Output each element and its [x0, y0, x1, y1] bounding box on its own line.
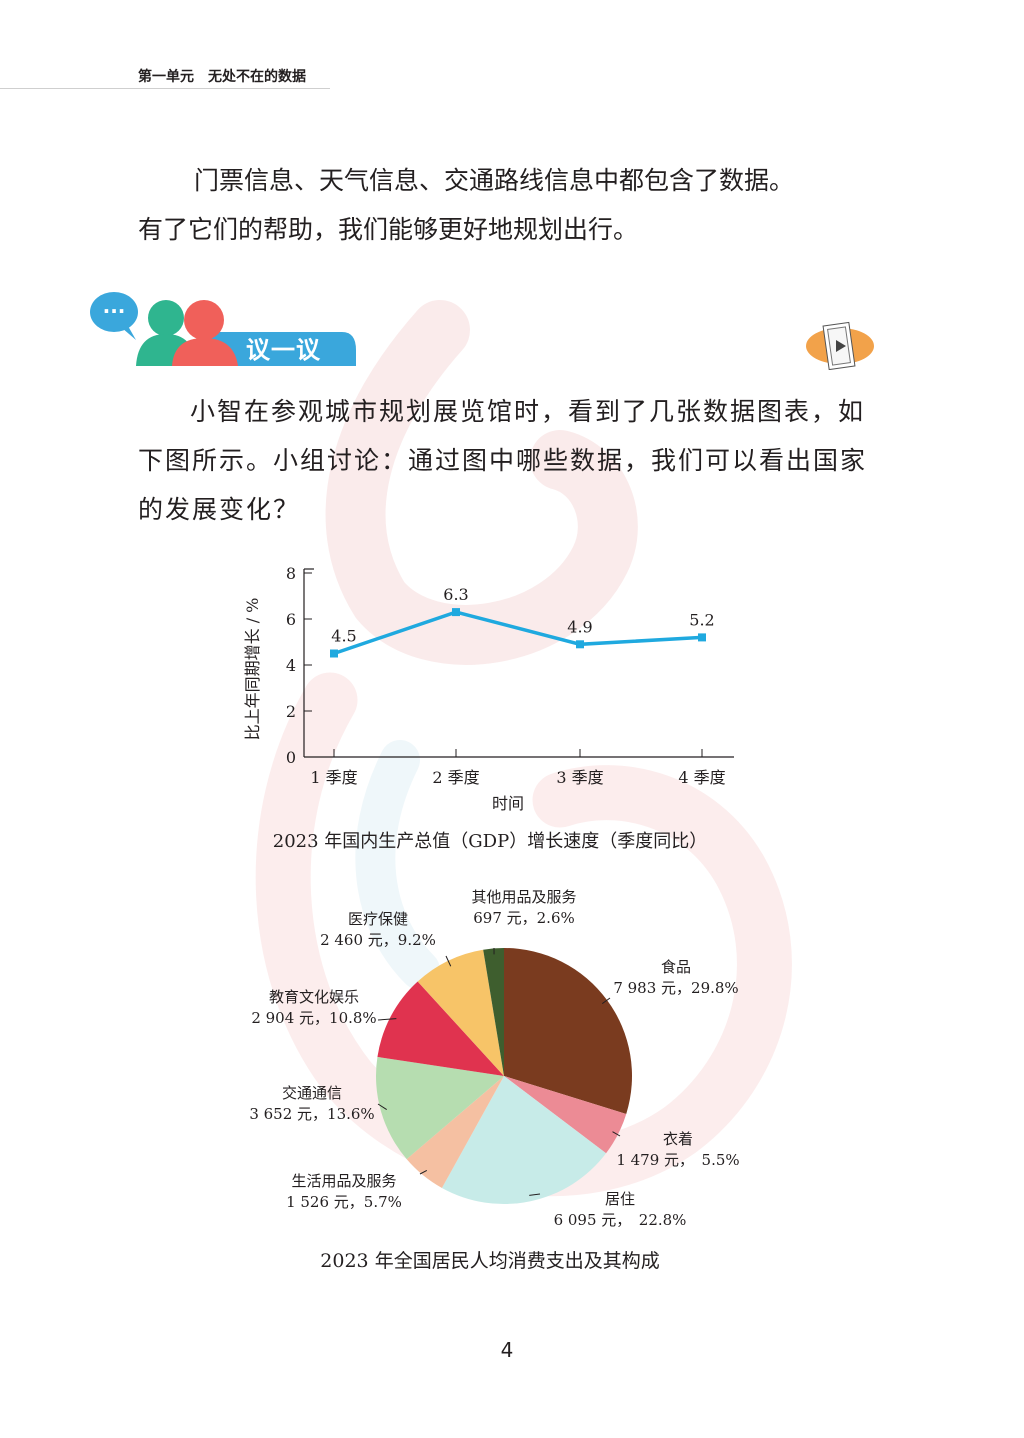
pie-slice	[441, 1076, 607, 1204]
page-number: 4	[500, 1338, 514, 1362]
slice-name-label: 交通通信	[282, 1084, 342, 1102]
consumption-pie-chart: 食品 7 983 元，29.8% 衣着 1 479 元， 5.5% 居住 6 095 元，…	[249, 888, 739, 1272]
slice-value-label: 1 526 元，5.7%	[286, 1193, 402, 1211]
y-tick-label: 4	[286, 656, 296, 675]
slice-name-label: 居住	[605, 1190, 635, 1208]
leader-line	[601, 997, 611, 1005]
red-avatar-icon	[172, 300, 238, 366]
slice-value-label: 697 元，2.6%	[473, 909, 575, 927]
x-tick-label: 1 季度	[310, 768, 357, 787]
y-axis-label: 比上年同期增长 / %	[243, 598, 262, 741]
pie-slice	[406, 1076, 504, 1188]
y-tick-label: 6	[286, 610, 296, 629]
data-point	[330, 649, 338, 658]
discuss-text: 小智在参观城市规划展览馆时，看到了几张数据图表，如下图所示。小组讨论：通过图中哪…	[138, 397, 868, 524]
slice-value-label: 2 904 元，10.8%	[251, 1009, 376, 1027]
pie-slice	[504, 948, 632, 1114]
slice-value-label: 3 652 元，13.6%	[249, 1105, 374, 1123]
speech-bubble-icon: ···	[90, 292, 138, 340]
leader-line	[612, 1131, 621, 1137]
chart-title: 2023 年国内生产总值（GDP）增长速度（季度同比）	[273, 831, 707, 852]
intro-line-1: 门票信息、天气信息、交通路线信息中都包含了数据。	[194, 166, 795, 195]
data-label: 4.5	[331, 627, 356, 646]
data-label: 6.3	[443, 585, 468, 604]
label-ribbon	[198, 332, 356, 366]
discuss-banner: ···	[90, 292, 356, 366]
data-label: 5.2	[689, 610, 714, 629]
pie-slice	[376, 1056, 504, 1160]
data-point	[452, 608, 460, 617]
slice-name-label: 生活用品及服务	[291, 1172, 396, 1190]
leader-line	[529, 1193, 541, 1196]
header-divider	[0, 88, 330, 89]
x-axis-label: 时间	[492, 794, 524, 813]
x-tick-label: 2 季度	[432, 768, 479, 787]
slice-name-label: 衣着	[663, 1130, 693, 1148]
chart-title: 2023 年全国居民人均消费支出及其构成	[320, 1250, 659, 1272]
discuss-paragraph: 小智在参观城市规划展览馆时，看到了几张数据图表，如下图所示。小组讨论：通过图中哪…	[138, 387, 883, 534]
pie-slice	[377, 981, 504, 1076]
y-tick-label: 8	[286, 564, 296, 583]
video-play-icon[interactable]	[804, 318, 876, 370]
slice-name-label: 食品	[661, 958, 691, 976]
pie-slice	[417, 949, 504, 1076]
slice-name-label: 医疗保健	[348, 910, 408, 928]
slice-name-label: 其他用品及服务	[471, 888, 576, 906]
speech-bubble-dots: ···	[103, 299, 126, 323]
page-header: 第一单元 无处不在的数据	[0, 60, 330, 90]
y-tick-label: 0	[286, 748, 296, 767]
pie-slice	[504, 1076, 627, 1154]
slice-value-label: 7 983 元，29.8%	[613, 979, 738, 997]
x-tick-label: 4 季度	[678, 768, 725, 787]
slice-value-label: 1 479 元， 5.5%	[616, 1151, 739, 1169]
intro-paragraph: 门票信息、天气信息、交通路线信息中都包含了数据。 有了它们的帮助，我们能够更好地…	[138, 156, 898, 254]
leader-line	[419, 1170, 428, 1175]
leader-line	[445, 955, 452, 967]
leader-line	[377, 1018, 397, 1021]
data-point	[698, 633, 706, 642]
leader-line	[377, 1103, 387, 1110]
x-tick-label: 3 季度	[556, 768, 603, 787]
slice-value-label: 2 460 元，9.2%	[320, 931, 436, 949]
data-point	[576, 640, 584, 649]
discuss-label: 议一议	[246, 336, 321, 364]
unit-title: 第一单元 无处不在的数据	[138, 69, 306, 85]
slice-value-label: 6 095 元， 22.8%	[554, 1211, 687, 1229]
pie-slice	[483, 948, 504, 1076]
series-line	[333, 610, 703, 656]
intro-line-2: 有了它们的帮助，我们能够更好地规划出行。	[138, 215, 639, 244]
y-tick-label: 2	[286, 702, 296, 721]
data-label: 4.9	[567, 617, 592, 636]
slice-name-label: 教育文化娱乐	[269, 988, 359, 1006]
